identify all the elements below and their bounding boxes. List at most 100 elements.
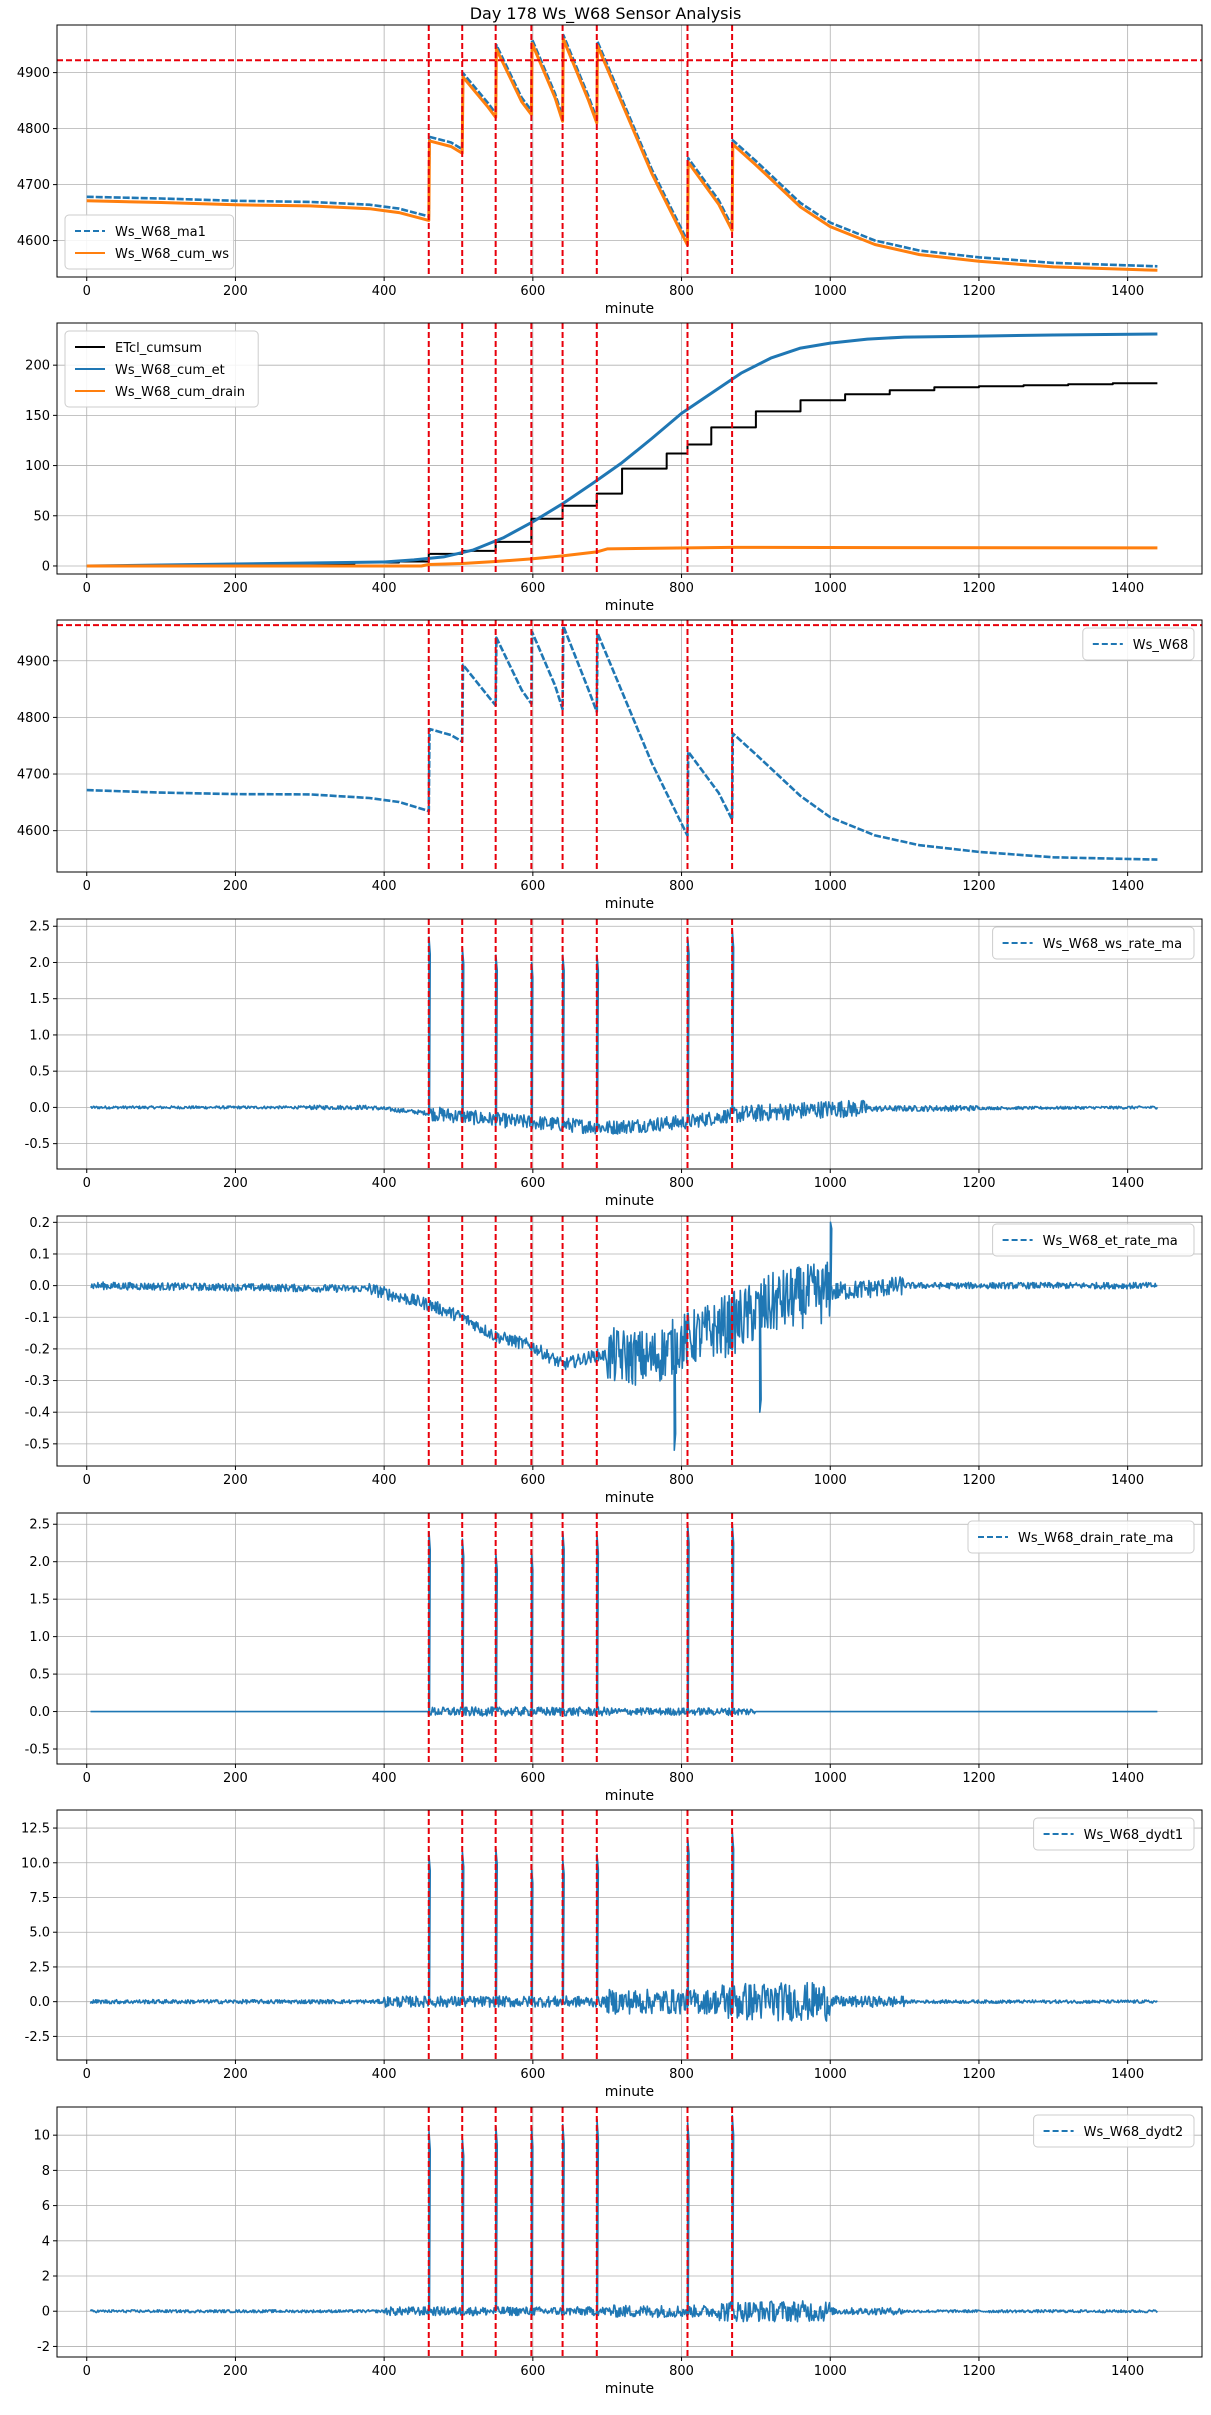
- plot-area: [86, 323, 1158, 574]
- chart-panel-3: 0 200 400 600 800 1000 1200 1400 4600 4700 4800 490…: [17, 619, 1203, 912]
- x-tick-label: 800: [669, 2364, 694, 2379]
- x-tick-label: 400: [372, 879, 397, 894]
- series-line-Ws_W68_dydt1: [89, 1831, 1158, 2022]
- x-axis-label: minute: [605, 301, 654, 317]
- x-tick-label: 800: [669, 284, 694, 299]
- x-tick-label: 200: [223, 1473, 248, 1488]
- x-tick-label: 1400: [1111, 581, 1144, 596]
- plot-area: [57, 25, 1202, 277]
- y-tick-label: 4800: [17, 122, 50, 137]
- y-tick-label: -0.5: [25, 1743, 50, 1758]
- series-line-Ws_W68_et_rate_ma: [90, 1221, 1158, 1451]
- y-tick-label: 6: [42, 2199, 50, 2214]
- legend-box: [64, 330, 259, 408]
- series-line-Ws_W68_dydt2: [89, 2115, 1158, 2323]
- y-tick-label: 4700: [17, 768, 50, 783]
- x-tick-label: 200: [223, 284, 248, 299]
- chart-panel-1: 0 200 400 600 800 1000 1200 1400 4600 4700 4800 490…: [17, 24, 1203, 317]
- x-tick-label: 600: [520, 284, 545, 299]
- x-tick-label: 800: [669, 2067, 694, 2082]
- x-tick-label: 800: [669, 1771, 694, 1786]
- legend-label: Ws_W68_cum_et: [115, 363, 225, 378]
- y-tick-label: 150: [25, 409, 50, 424]
- y-tick-label: 7.5: [29, 1891, 50, 1906]
- x-axis-label: minute: [605, 1490, 654, 1506]
- y-tick-label: 2.5: [29, 1518, 50, 1533]
- y-tick-label: 12.5: [21, 1822, 50, 1837]
- x-tick-label: 0: [83, 2364, 91, 2379]
- y-tick-label: 2.0: [29, 956, 50, 971]
- legend: Ws_W68_dydt1: [1033, 1817, 1195, 1851]
- plot-area: [90, 1216, 1158, 1466]
- legend: Ws_W68_ma1 Ws_W68_cum_ws: [64, 214, 235, 270]
- y-tick-label: 0.0: [29, 1279, 50, 1294]
- y-tick-label: 2.5: [29, 920, 50, 935]
- series-line-Ws_W68_cum_et: [86, 332, 1158, 568]
- x-tick-label: 200: [223, 581, 248, 596]
- x-tick-label: 1000: [814, 879, 847, 894]
- y-tick-label: 1.5: [29, 1593, 50, 1608]
- x-tick-label: 1000: [814, 1176, 847, 1191]
- x-tick-label: 1200: [962, 1176, 995, 1191]
- legend-label: Ws_W68_ma1: [115, 225, 206, 240]
- axes-frame: [56, 619, 1203, 873]
- y-tick-label: 50: [33, 509, 50, 524]
- axes-frame: [56, 918, 1203, 1170]
- x-tick-label: 400: [372, 1771, 397, 1786]
- y-tick-label: 1.0: [29, 1028, 50, 1043]
- x-tick-label: 0: [83, 581, 91, 596]
- legend: Ws_W68_dydt2: [1033, 2114, 1195, 2148]
- axes-frame: [56, 24, 1203, 278]
- chart-panel-2: 0 200 400 600 800 1000 1200 1400 0 50 100 150 200 min…: [25, 322, 1203, 614]
- y-tick-label: 0.5: [29, 1668, 50, 1683]
- y-tick-label: 2.0: [29, 1555, 50, 1570]
- x-tick-label: 800: [669, 581, 694, 596]
- y-tick-label: 4800: [17, 711, 50, 726]
- x-tick-label: 0: [83, 1176, 91, 1191]
- y-tick-label: -0.4: [25, 1406, 50, 1421]
- x-tick-label: 1000: [814, 581, 847, 596]
- y-tick-label: 4900: [17, 66, 50, 81]
- x-tick-label: 200: [223, 879, 248, 894]
- y-tick-label: 0.0: [29, 1705, 50, 1720]
- y-tick-label: -0.3: [25, 1374, 50, 1389]
- x-tick-label: 1200: [962, 1473, 995, 1488]
- x-tick-label: 1200: [962, 2364, 995, 2379]
- y-tick-label: 0.0: [29, 1995, 50, 2010]
- x-tick-label: 1200: [962, 581, 995, 596]
- y-tick-label: 10: [33, 2129, 50, 2144]
- axes-frame: [56, 1215, 1203, 1467]
- y-tick-label: 0.0: [29, 1101, 50, 1116]
- x-tick-label: 600: [520, 879, 545, 894]
- series-line-Ws_W68_cum_drain: [86, 545, 1158, 568]
- y-tick-label: 0: [42, 2305, 50, 2320]
- chart-panel-5: 0 200 400 600 800 1000 1200 1400 -0.5 -0.4 -0.3 -0.…: [25, 1215, 1203, 1506]
- axes-frame: [56, 322, 1203, 575]
- legend-label: Ws_W68_drain_rate_ma: [1018, 1531, 1173, 1546]
- figure-title: Day 178 Ws_W68 Sensor Analysis: [469, 4, 742, 23]
- y-tick-label: 8: [42, 2164, 50, 2179]
- y-tick-label: -2: [37, 2340, 50, 2355]
- y-tick-label: 0.5: [29, 1065, 50, 1080]
- plot-area: [57, 620, 1202, 872]
- x-tick-label: 0: [83, 284, 91, 299]
- legend-box: [967, 1520, 1195, 1554]
- y-tick-label: 4700: [17, 178, 50, 193]
- legend-label: Ws_W68_dydt1: [1084, 1828, 1184, 1843]
- series-line-Ws_W68_cum_ws: [86, 37, 1158, 272]
- x-tick-label: 600: [520, 2067, 545, 2082]
- y-tick-label: 0: [42, 559, 50, 574]
- series-line-Ws_W68_ma1: [86, 33, 1158, 268]
- x-tick-label: 0: [83, 879, 91, 894]
- x-tick-label: 600: [520, 2364, 545, 2379]
- y-tick-label: 1.5: [29, 992, 50, 1007]
- x-tick-label: 1000: [814, 1473, 847, 1488]
- legend: ETcl_cumsum Ws_W68_cum_et Ws_W68_cum_drain: [64, 330, 259, 408]
- x-tick-label: 600: [520, 581, 545, 596]
- chart-panel-8: 0 200 400 600 800 1000 1200 1400 -2 0 2 4 6 8 10 minute…: [33, 2106, 1203, 2397]
- plot-area: [89, 2107, 1158, 2357]
- x-tick-label: 200: [223, 1771, 248, 1786]
- y-tick-label: 4600: [17, 824, 50, 839]
- y-tick-label: -2.5: [25, 2030, 50, 2045]
